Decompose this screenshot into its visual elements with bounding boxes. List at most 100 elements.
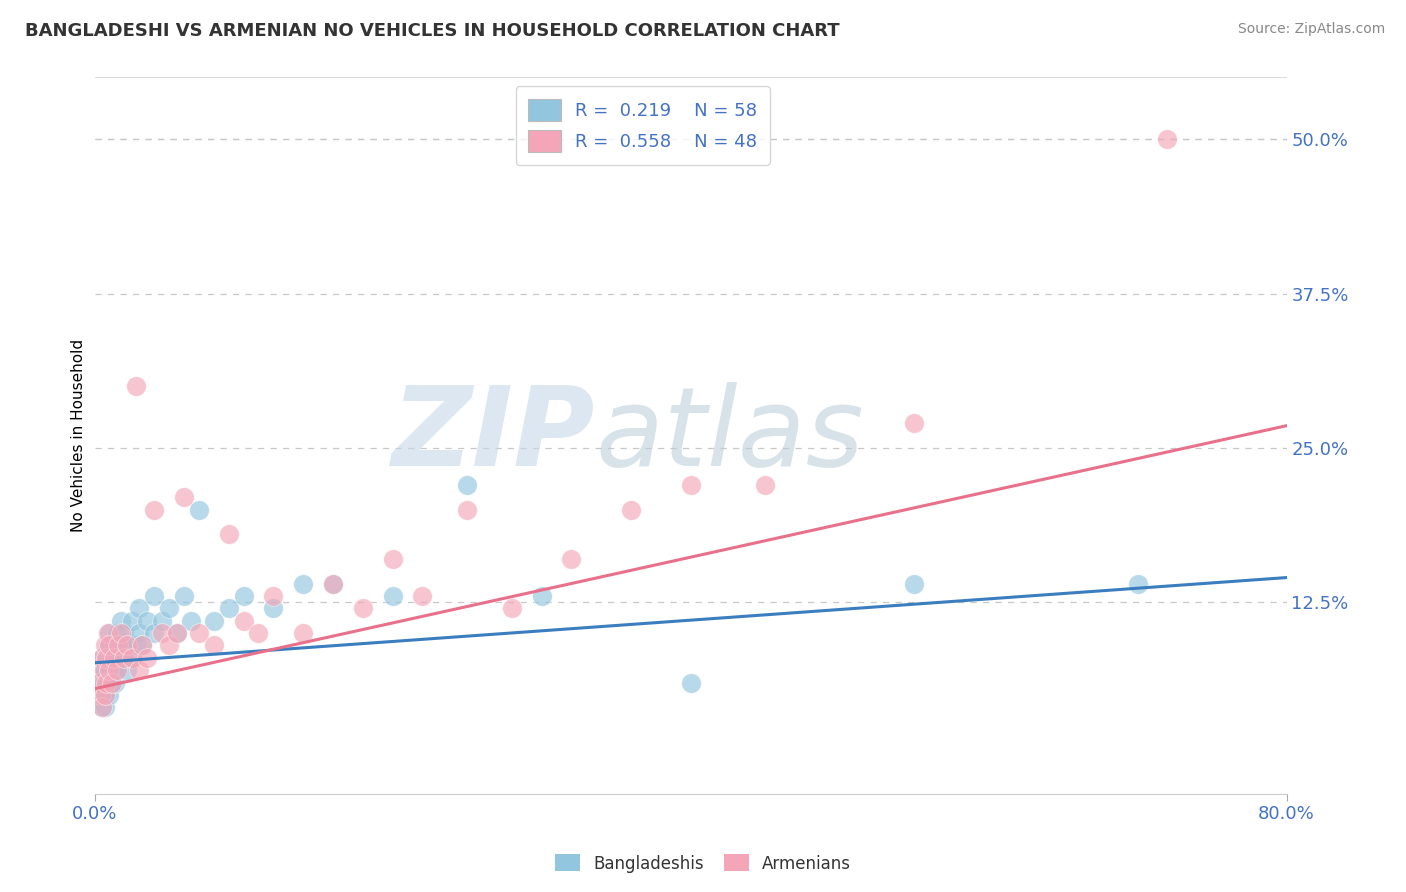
Text: Source: ZipAtlas.com: Source: ZipAtlas.com	[1237, 22, 1385, 37]
Point	[262, 589, 284, 603]
Point	[903, 576, 925, 591]
Point	[232, 589, 254, 603]
Point	[93, 663, 115, 677]
Point	[173, 491, 195, 505]
Point	[87, 675, 110, 690]
Point	[501, 601, 523, 615]
Point	[104, 675, 127, 690]
Point	[530, 589, 553, 603]
Point	[232, 614, 254, 628]
Point	[110, 626, 132, 640]
Point	[903, 416, 925, 430]
Point	[166, 626, 188, 640]
Point	[93, 688, 115, 702]
Point	[107, 663, 129, 677]
Point	[247, 626, 270, 640]
Point	[135, 614, 157, 628]
Point	[94, 639, 117, 653]
Point	[105, 663, 128, 677]
Point	[93, 675, 115, 690]
Point	[150, 614, 173, 628]
Point	[143, 589, 166, 603]
Point	[101, 675, 124, 690]
Point	[98, 639, 121, 653]
Point	[97, 639, 120, 653]
Y-axis label: No Vehicles in Household: No Vehicles in Household	[72, 339, 86, 533]
Point	[322, 576, 344, 591]
Point	[105, 626, 128, 640]
Point	[381, 552, 404, 566]
Point	[1156, 132, 1178, 146]
Point	[121, 650, 143, 665]
Point	[103, 639, 125, 653]
Point	[103, 650, 125, 665]
Point	[87, 675, 110, 690]
Point	[101, 675, 124, 690]
Point	[125, 379, 148, 393]
Point	[110, 614, 132, 628]
Point	[112, 626, 135, 640]
Point	[620, 502, 643, 516]
Point	[107, 639, 129, 653]
Point	[117, 639, 139, 653]
Point	[98, 626, 121, 640]
Point	[96, 688, 118, 702]
Point	[110, 639, 132, 653]
Point	[411, 589, 433, 603]
Point	[125, 639, 148, 653]
Point	[131, 639, 153, 653]
Point	[173, 589, 195, 603]
Point	[90, 663, 112, 677]
Point	[180, 614, 202, 628]
Point	[96, 675, 118, 690]
Point	[292, 626, 315, 640]
Point	[94, 688, 117, 702]
Point	[202, 614, 225, 628]
Point	[121, 614, 143, 628]
Point	[90, 688, 112, 702]
Point	[112, 650, 135, 665]
Point	[105, 650, 128, 665]
Point	[352, 601, 374, 615]
Point	[98, 688, 121, 702]
Point	[143, 626, 166, 640]
Point	[101, 650, 124, 665]
Text: BANGLADESHI VS ARMENIAN NO VEHICLES IN HOUSEHOLD CORRELATION CHART: BANGLADESHI VS ARMENIAN NO VEHICLES IN H…	[25, 22, 839, 40]
Point	[456, 502, 478, 516]
Point	[121, 650, 143, 665]
Point	[157, 601, 180, 615]
Point	[90, 688, 112, 702]
Point	[166, 626, 188, 640]
Point	[322, 576, 344, 591]
Point	[94, 663, 117, 677]
Point	[98, 663, 121, 677]
Point	[187, 502, 209, 516]
Point	[91, 700, 114, 714]
Point	[143, 502, 166, 516]
Point	[112, 650, 135, 665]
Point	[131, 639, 153, 653]
Point	[98, 639, 121, 653]
Point	[262, 601, 284, 615]
Point	[97, 675, 120, 690]
Point	[91, 650, 114, 665]
Point	[754, 478, 776, 492]
Point	[381, 589, 404, 603]
Point	[91, 700, 114, 714]
Point	[98, 663, 121, 677]
Point	[117, 639, 139, 653]
Point	[679, 675, 702, 690]
Point	[456, 478, 478, 492]
Point	[157, 639, 180, 653]
Point	[96, 650, 118, 665]
Point	[218, 601, 240, 615]
Point	[128, 663, 150, 677]
Point	[292, 576, 315, 591]
Point	[128, 601, 150, 615]
Point	[128, 626, 150, 640]
Point	[94, 700, 117, 714]
Legend: R =  0.219    N = 58, R =  0.558    N = 48: R = 0.219 N = 58, R = 0.558 N = 48	[516, 87, 770, 165]
Point	[96, 650, 118, 665]
Point	[103, 663, 125, 677]
Point	[187, 626, 209, 640]
